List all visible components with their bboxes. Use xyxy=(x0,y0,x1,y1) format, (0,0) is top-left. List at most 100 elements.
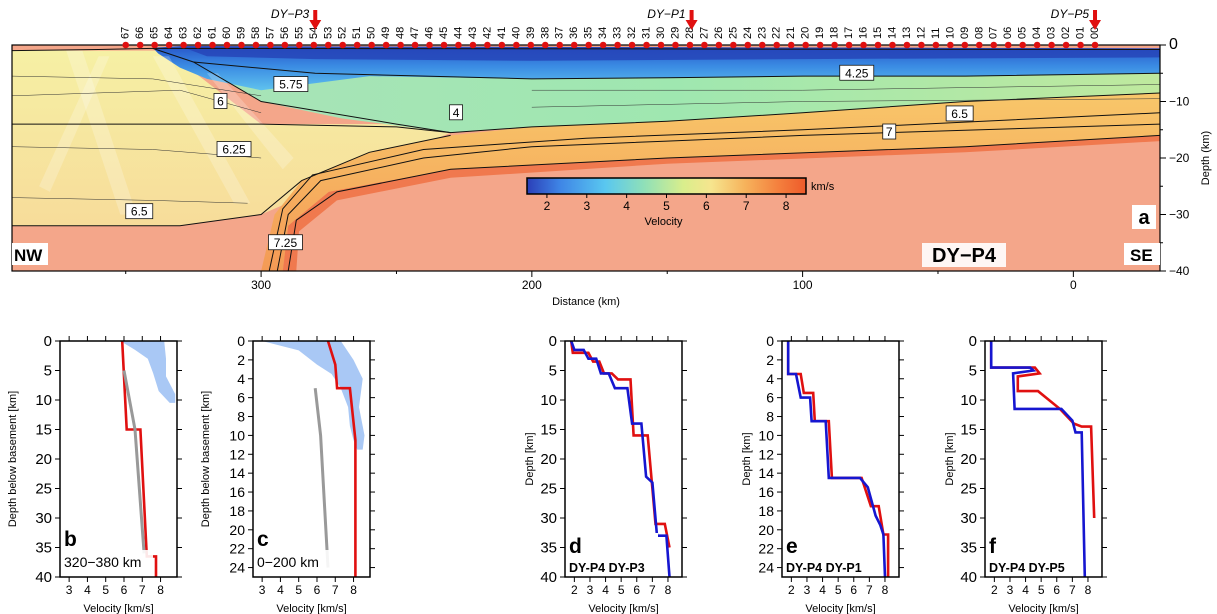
crossing-arrow-icon xyxy=(685,10,698,30)
panel-label-e: e xyxy=(786,535,798,558)
station-marker xyxy=(585,41,592,49)
station-marker xyxy=(252,41,260,49)
station-label: 36 xyxy=(568,27,580,39)
station-label: 25 xyxy=(727,27,739,39)
contour-label-box xyxy=(945,105,974,122)
crossing-label: DY−P1 xyxy=(647,7,685,21)
station-label: 12 xyxy=(915,27,927,39)
plot-frame xyxy=(252,340,371,578)
station-label: 31 xyxy=(641,27,653,39)
station-marker xyxy=(614,41,621,49)
x-tick-label: 3 xyxy=(587,583,594,597)
panel-note-box xyxy=(254,550,346,572)
station-label: 23 xyxy=(756,27,768,39)
y-tick-label: 40 xyxy=(35,569,52,586)
station-label: 33 xyxy=(612,27,624,39)
station-label: 37 xyxy=(554,27,566,39)
y-tick-label: 10 xyxy=(540,392,557,409)
station-marker xyxy=(151,41,158,49)
y-tick-label: 35 xyxy=(540,540,557,557)
station-marker xyxy=(889,41,896,49)
station-label: 43 xyxy=(467,27,479,39)
station-label: 57 xyxy=(264,27,276,39)
station-label: 19 xyxy=(814,27,826,39)
x-tick-label: 5 xyxy=(102,583,109,597)
x-axis-label: Velocity [km/s] xyxy=(276,603,346,614)
station-marker xyxy=(628,41,636,49)
velocity-profile-line xyxy=(989,341,1087,578)
crossing-label: DY−P5 xyxy=(1051,7,1090,21)
panel-note: 0−200 km xyxy=(257,554,319,570)
panel-label-box xyxy=(566,533,658,576)
colorbar-tick-label: 7 xyxy=(743,199,750,213)
y-tick-label: 30 xyxy=(960,510,977,527)
y-tick-label: 10 xyxy=(960,392,977,409)
y-tick-label: 35 xyxy=(960,540,977,557)
station-label: 58 xyxy=(250,27,262,39)
layer-boundary-line xyxy=(12,92,1160,134)
layer-boundary-line xyxy=(12,134,451,227)
x-axis-label: Velocity [km/s] xyxy=(1008,603,1078,614)
velocity-profile-line xyxy=(786,341,887,578)
station-label: 66 xyxy=(134,27,146,39)
x-tick-label: 8 xyxy=(882,583,889,597)
station-label: 41 xyxy=(496,27,508,39)
layer-boundary-line xyxy=(276,123,1160,271)
contour-label: 6 xyxy=(217,95,224,109)
y-tick-label: 0 xyxy=(549,333,557,350)
station-label: 24 xyxy=(742,27,754,39)
panel-label-c: c xyxy=(257,528,269,551)
plot-frame xyxy=(781,340,900,578)
y-tick-label: −30 xyxy=(1169,208,1190,222)
layer-boundary-line xyxy=(287,134,1160,271)
station-marker xyxy=(657,41,665,49)
station-marker xyxy=(1033,41,1041,49)
station-marker xyxy=(990,41,998,49)
y-tick-label: 6 xyxy=(237,390,245,406)
velocity-profile-line xyxy=(569,340,671,578)
contour-label-box xyxy=(213,93,228,109)
velocity-range-band xyxy=(120,341,176,403)
station-label: 67 xyxy=(120,27,132,39)
y-tick-label: 2 xyxy=(237,352,245,368)
panel-a-label-box xyxy=(1132,205,1156,229)
contour-label: 7 xyxy=(886,125,893,139)
station-label: 28 xyxy=(684,27,696,39)
station-label: 39 xyxy=(525,27,537,39)
x-tick-label: 6 xyxy=(121,583,128,597)
contour-label: 4 xyxy=(453,106,460,120)
panel-label-f: f xyxy=(989,535,997,558)
station-label: 20 xyxy=(800,27,812,39)
colorbar-tick-label: 6 xyxy=(703,199,710,213)
station-marker xyxy=(209,41,216,49)
station-marker xyxy=(701,41,708,49)
contour-label: 7.25 xyxy=(274,236,298,250)
station-marker xyxy=(267,41,274,49)
y-tick-label: 25 xyxy=(960,481,977,498)
station-label: 26 xyxy=(713,27,725,39)
moho-rim-region xyxy=(282,135,1160,271)
y-tick-label: 12 xyxy=(229,446,245,462)
x-tick-label: 4 xyxy=(602,583,609,597)
station-marker xyxy=(382,41,390,49)
station-marker xyxy=(672,41,679,49)
station-marker xyxy=(975,41,983,49)
x-axis-label: Velocity [km/s] xyxy=(83,603,153,614)
colorbar-unit: km/s xyxy=(811,181,835,193)
panel-note: DY-P4 DY-P5 xyxy=(989,561,1065,575)
station-marker xyxy=(165,41,173,49)
station-label: 18 xyxy=(829,27,841,39)
x-tick-label: 6 xyxy=(1053,583,1060,597)
station-marker xyxy=(570,41,578,49)
station-label: 65 xyxy=(149,27,161,39)
shallow-sediment-region xyxy=(179,46,1160,61)
contour-label-box xyxy=(125,203,154,220)
station-marker xyxy=(787,41,795,49)
contour-label: 6.5 xyxy=(131,205,148,219)
profile-name-box xyxy=(922,243,1006,267)
y-tick-label: 30 xyxy=(540,510,557,527)
